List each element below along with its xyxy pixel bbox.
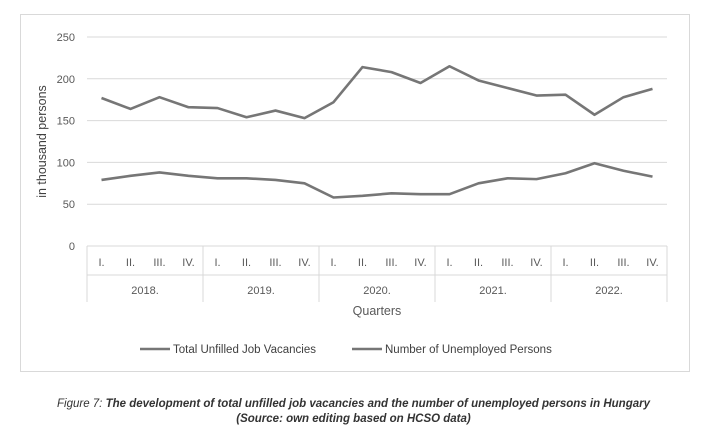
y-tick-label: 0 [69,241,75,253]
x-tick-label: II. [474,257,483,269]
x-tick-label: I. [562,257,568,269]
y-tick-label: 100 [57,157,75,169]
caption-prefix: Figure 7: [57,398,106,410]
legend-label: Total Unfilled Job Vacancies [173,344,316,356]
y-tick-label: 200 [57,74,75,86]
x-tick-label: II. [358,257,367,269]
x-tick-label: IV. [530,257,542,269]
year-label: 2019. [247,285,275,297]
caption-title: The development of total unfilled job va… [105,398,650,410]
series-line-0 [101,161,653,199]
x-tick-label: IV. [414,257,426,269]
legend-label: Number of Unemployed Persons [385,344,552,356]
x-tick-label: I. [214,257,220,269]
year-label: 2018. [131,285,159,297]
x-tick-label: III. [385,257,397,269]
y-tick-label: 150 [57,116,75,128]
y-tick-label: 250 [57,32,75,44]
x-tick-label: IV. [298,257,310,269]
year-label: 2020. [363,285,391,297]
x-tick-label: I. [98,257,104,269]
x-tick-label: III. [501,257,513,269]
x-tick-label: II. [126,257,135,269]
y-axis-title: in thousand persons [35,85,49,198]
year-label: 2021. [479,285,507,297]
figure-caption-line1: Figure 7: The development of total unfil… [0,398,707,410]
line-chart: 0 50 100 150 200 250 I. II. III. IV. I. II. III. IV. I… [35,32,668,356]
x-tick-label: III. [617,257,629,269]
x-tick-label: I. [330,257,336,269]
x-tick-label: IV. [646,257,658,269]
caption-source: (Source: own editing based on HCSO data) [236,413,471,425]
x-tick-label: III. [269,257,281,269]
y-tick-label: 50 [63,199,75,211]
chart-frame [20,14,690,372]
series-line-1 [101,64,653,120]
x-tick-label: IV. [182,257,194,269]
x-tick-label: II. [590,257,599,269]
x-axis-title: Quarters [353,304,402,318]
x-tick-label: III. [153,257,165,269]
year-label: 2022. [595,285,623,297]
x-tick-label: I. [446,257,452,269]
x-tick-label: II. [242,257,251,269]
figure-caption-line2: (Source: own editing based on HCSO data) [0,413,707,425]
